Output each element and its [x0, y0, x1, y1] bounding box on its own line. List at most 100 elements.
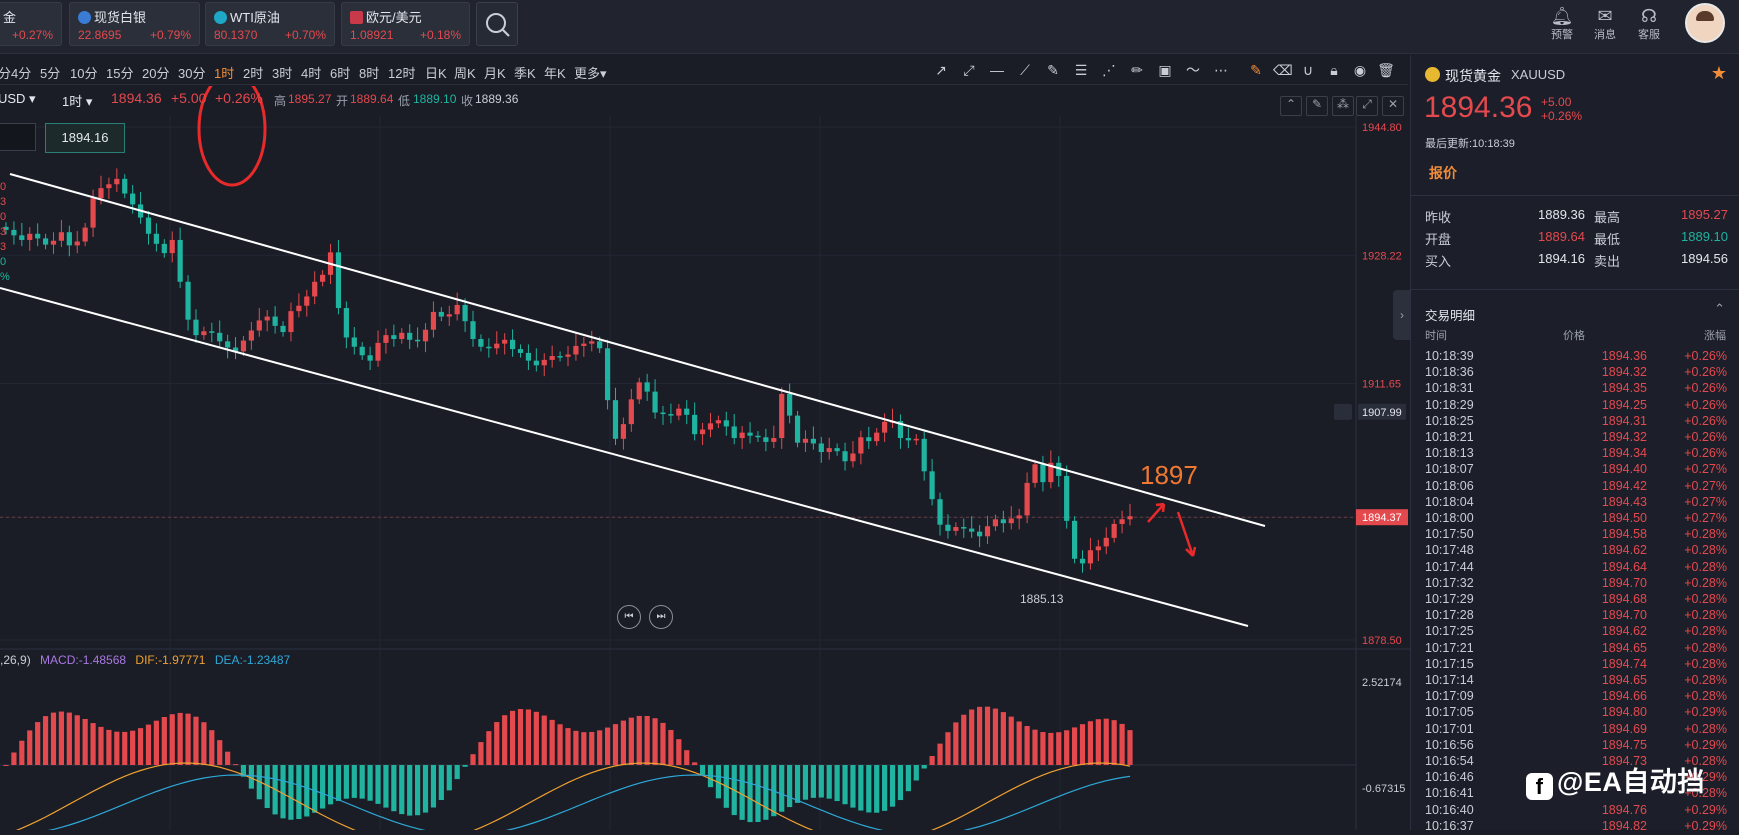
trade-time: 10:18:39	[1425, 349, 1474, 363]
timeframe-week[interactable]: 周K	[454, 66, 476, 81]
timeframe-5m[interactable]: 5分	[40, 66, 61, 81]
timeframe-day[interactable]: 日K	[425, 66, 447, 81]
pen-tool-icon[interactable]: ✎	[1047, 62, 1059, 78]
magnet-icon[interactable]: ∪	[1302, 62, 1314, 78]
extended-line-icon[interactable]: ⤢	[963, 62, 975, 78]
wave-tool-icon[interactable]: 〜	[1186, 62, 1200, 78]
timeframe-1m[interactable]: 分	[0, 66, 12, 81]
candle	[130, 193, 136, 205]
timeframe-2h[interactable]: 2时	[243, 66, 264, 81]
macd-bar	[597, 730, 603, 765]
ray-tool-icon[interactable]: ↗	[935, 62, 947, 78]
macd-bar	[383, 765, 389, 808]
trash-icon[interactable]: 🗑︎	[1377, 62, 1395, 78]
trade-time: 10:17:44	[1425, 559, 1474, 574]
star-icon[interactable]: ★	[1710, 63, 1727, 83]
timeframe-4m[interactable]: 4分	[11, 66, 32, 81]
trade-change: +0.28%	[1684, 689, 1727, 704]
timeframe-12h[interactable]: 12时	[388, 66, 416, 81]
candle	[652, 391, 658, 413]
timeframe-30m[interactable]: 30分	[178, 66, 206, 81]
next-bar-button[interactable]: ⏭	[649, 605, 673, 629]
timeframe-6h[interactable]: 6时	[330, 66, 351, 81]
step-input[interactable]	[0, 123, 36, 151]
trade-price: 1894.74	[1601, 656, 1647, 671]
candle	[858, 437, 864, 454]
trade-price: 1894.35	[1601, 381, 1647, 396]
collapse-sidebar-handle[interactable]: ›	[1393, 290, 1411, 340]
candle	[668, 414, 674, 416]
timeframe-3h[interactable]: 3时	[272, 66, 293, 81]
segment-tool-icon[interactable]: ⟋	[1020, 62, 1030, 78]
timeframe-15m[interactable]: 15分	[106, 66, 134, 81]
quote-card-eurusd[interactable]: 欧元/美元 1.08921 +0.18%	[341, 2, 470, 46]
quote-card-gold[interactable]: 金 +0.27%	[0, 2, 62, 46]
trade-price: 1894.40	[1601, 462, 1647, 477]
timeframe-month[interactable]: 月K	[484, 66, 506, 81]
eraser-icon[interactable]: ⌫	[1273, 62, 1293, 78]
more-tools-icon[interactable]: ⋯	[1214, 62, 1228, 78]
collapse-icon[interactable]: ⌃	[1714, 301, 1725, 316]
messages-button[interactable]: ✉ 消息	[1585, 6, 1625, 42]
trade-time: 10:16:37	[1425, 818, 1474, 833]
prev-bar-button[interactable]: ⏮	[617, 605, 641, 629]
expand-icon[interactable]: ⤢	[1356, 96, 1378, 116]
candle	[367, 355, 373, 361]
quote-card-oil[interactable]: WTI原油 80.1370 +0.70%	[205, 2, 335, 46]
draw-edit-icon[interactable]: ✎	[1306, 96, 1328, 116]
timeframe-1h[interactable]: 1时	[214, 66, 235, 81]
candle	[486, 346, 492, 349]
candle	[984, 526, 991, 537]
headset-icon: ☊	[1641, 6, 1657, 26]
parallel-channel-icon[interactable]: ☰	[1074, 62, 1088, 78]
macd-bar	[1000, 712, 1006, 765]
candle	[1103, 537, 1109, 547]
edit-icon[interactable]: ✎	[1250, 62, 1262, 78]
macd-bar	[367, 765, 373, 801]
timeframe-quarter[interactable]: 季K	[514, 66, 536, 81]
chart-type-icon[interactable]: ⌃	[1280, 96, 1302, 116]
close-chart-icon[interactable]: ✕	[1382, 96, 1404, 116]
horizontal-line-icon[interactable]: —	[990, 62, 1004, 78]
candle	[565, 354, 571, 357]
fan-tool-icon[interactable]: ⋰	[1102, 62, 1116, 78]
quote-card-silver[interactable]: 现货白银 22.8695 +0.79%	[69, 2, 200, 46]
search-button[interactable]	[476, 2, 518, 46]
candle	[1119, 519, 1125, 524]
candle	[359, 346, 365, 356]
candle	[114, 178, 120, 185]
candle	[27, 233, 33, 240]
timeframe-4h[interactable]: 4时	[301, 66, 322, 81]
candle	[343, 308, 349, 338]
candle	[209, 331, 215, 333]
alert-button[interactable]: 🔔︎ 预警	[1542, 6, 1582, 42]
trade-change: +0.28%	[1684, 673, 1727, 687]
candle	[66, 232, 72, 246]
info-low: 1889.10	[413, 92, 457, 106]
timeframe-10m[interactable]: 10分	[70, 66, 98, 81]
macd-bar	[114, 731, 120, 765]
messages-label: 消息	[1594, 29, 1616, 41]
period-selector[interactable]: 1时 ▾	[62, 94, 93, 109]
image-tool-icon[interactable]: ▣	[1158, 62, 1172, 78]
support-button[interactable]: ☊ 客服	[1629, 6, 1669, 42]
timeframe-more[interactable]: 更多▾	[574, 66, 607, 81]
brush-tool-icon[interactable]: ✏	[1131, 62, 1143, 78]
trade-price: 1894.66	[1601, 689, 1647, 704]
tab-quote[interactable]: 报价	[1429, 165, 1457, 181]
eye-icon[interactable]: ◉	[1353, 62, 1367, 78]
indicator-icon[interactable]: ⁂	[1332, 96, 1354, 116]
candle	[106, 184, 112, 189]
macd-bar	[1056, 732, 1062, 765]
symbol-selector[interactable]: USD ▾	[0, 91, 36, 106]
price-chart[interactable]: 1897 1885.13 1944.80 1928.22 1911.65 1878.50 1…	[0, 86, 1410, 830]
timeframe-20m[interactable]: 20分	[142, 66, 170, 81]
candle	[1087, 550, 1094, 564]
candle	[644, 382, 650, 392]
low-label: 低	[398, 94, 411, 108]
avatar[interactable]	[1685, 3, 1725, 43]
timeframe-year[interactable]: 年K	[544, 66, 566, 81]
trade-change: +0.28%	[1684, 608, 1727, 623]
lock-icon[interactable]: 🔒︎	[1330, 62, 1338, 78]
timeframe-8h[interactable]: 8时	[359, 66, 380, 81]
